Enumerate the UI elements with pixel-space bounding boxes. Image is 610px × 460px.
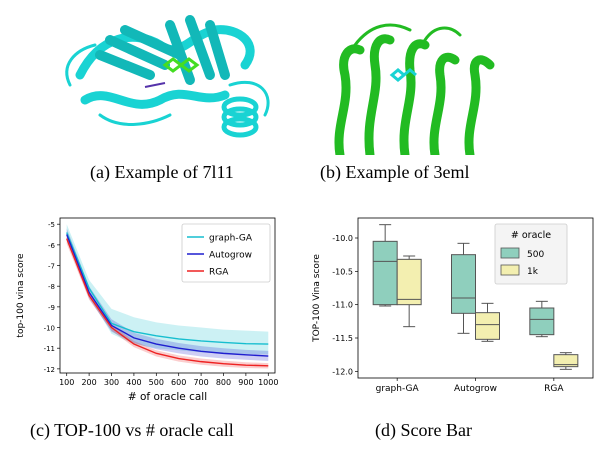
legend-label-0: 500 xyxy=(527,250,544,260)
category-label-0: graph-GA xyxy=(376,384,420,394)
y-axis-label: top-100 vina score xyxy=(16,253,26,338)
x-tick-label-2: 300 xyxy=(104,378,119,387)
y-tick-label-0: -5 xyxy=(48,221,55,229)
y-tick-label-3: -8 xyxy=(48,283,55,291)
x-tick-label-1: 200 xyxy=(81,378,96,387)
y-tick-label-4: -9 xyxy=(48,304,55,312)
category-label-1: Autogrow xyxy=(454,384,497,394)
series-line-0 xyxy=(66,232,269,345)
caption-b: (b) Example of 3eml xyxy=(320,162,470,182)
x-tick-label-5: 600 xyxy=(171,378,186,387)
box-1-0 xyxy=(451,254,476,314)
x-tick-label-9: 1000 xyxy=(258,378,278,387)
x-axis-label: # of oracle call xyxy=(128,391,207,403)
y-tick-label-3: -11.5 xyxy=(332,334,353,343)
y-tick-label-7: -12 xyxy=(44,366,55,374)
legend-label-1: Autogrow xyxy=(209,251,252,261)
category-label-2: RGA xyxy=(544,384,564,394)
plot-frame xyxy=(59,217,276,374)
line-chart: 100 200 300 400 500 600 700 800 900 1000 -5 -6 -7 -8 -… xyxy=(5,208,290,408)
x-tick-label-8: 900 xyxy=(238,378,253,387)
series-line-1 xyxy=(66,234,269,357)
protein-image-7l11 xyxy=(40,5,288,155)
caption-a: (a) Example of 7l11 xyxy=(90,162,234,182)
x-tick-label-3: 400 xyxy=(126,378,141,387)
y-tick-label-0: -10.0 xyxy=(332,234,353,243)
legend-swatch-0 xyxy=(500,247,520,259)
box-2-1 xyxy=(553,354,579,368)
y-tick-label-5: -10 xyxy=(44,325,55,333)
x-tick-label-7: 800 xyxy=(216,378,231,387)
caption-c: (c) TOP-100 vs # oracle call xyxy=(30,420,234,440)
legend-label-0: graph-GA xyxy=(209,234,253,244)
box-2-0 xyxy=(529,307,555,336)
legend-label-2: RGA xyxy=(209,268,229,278)
x-tick-label-0: 100 xyxy=(59,378,74,387)
band-2 xyxy=(66,233,269,369)
legend-label-1: 1k xyxy=(527,267,539,277)
y-tick-label-4: -12.0 xyxy=(332,367,353,376)
y-tick-label-2: -11.0 xyxy=(332,301,353,310)
legend-title: # oracle xyxy=(511,230,551,241)
band-0 xyxy=(66,224,269,355)
x-tick-label-6: 700 xyxy=(193,378,208,387)
series-line-2 xyxy=(66,238,269,367)
box-1-1 xyxy=(475,312,500,340)
box-0-1 xyxy=(396,258,422,306)
protein-image-3eml xyxy=(320,5,500,160)
y-tick-label-1: -6 xyxy=(48,242,56,250)
y-tick-label-1: -10.5 xyxy=(332,267,353,276)
y-axis-label: TOP-100 Vina score xyxy=(312,254,322,343)
y-tick-label-2: -7 xyxy=(48,263,55,271)
box-chart: graph-GA Autogrow RGA -10.0 -10.5 -11.0 -11.5 -… xyxy=(305,208,605,408)
caption-d: (d) Score Bar xyxy=(375,420,472,440)
legend-swatch-1 xyxy=(500,264,520,276)
x-tick-label-4: 500 xyxy=(149,378,164,387)
legend-box xyxy=(181,223,271,283)
box-0-0 xyxy=(372,240,398,306)
y-tick-label-6: -11 xyxy=(44,345,55,353)
